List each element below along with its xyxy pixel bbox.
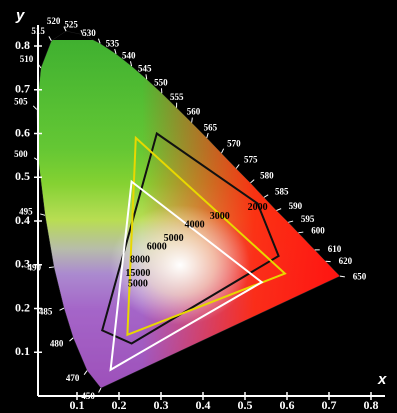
y-tick-label: 0.1 [15, 344, 30, 358]
y-tick-label: 0.7 [15, 82, 30, 96]
x-tick-label: 0.7 [322, 398, 337, 412]
wavelength-label: 470 [66, 373, 80, 383]
color-temperature-label: 5000 [128, 279, 148, 290]
y-tick-label: 0.4 [15, 213, 30, 227]
wavelength-label: 550 [154, 77, 168, 87]
wavelength-tick [33, 106, 36, 110]
y-tick-label: 0.3 [15, 257, 30, 271]
wavelength-label: 565 [204, 122, 218, 132]
wavelength-tick [49, 36, 52, 40]
wavelength-tick [192, 118, 193, 123]
wavelength-label: 600 [311, 225, 325, 235]
wavelength-label: 545 [138, 63, 152, 73]
x-tick-label: 0.6 [280, 398, 295, 412]
color-temperature-label: 6000 [147, 242, 167, 253]
y-tick-label: 0.8 [15, 38, 30, 52]
x-tick-label: 0.4 [196, 398, 211, 412]
wavelength-tick [207, 133, 208, 138]
x-tick-label: 0.5 [238, 398, 253, 412]
wavelength-label: 595 [301, 214, 315, 224]
wavelength-label: 570 [227, 138, 241, 148]
color-temperature-label: 4000 [185, 220, 205, 231]
wavelength-label: 500 [14, 149, 28, 159]
wavelength-tick [221, 149, 223, 153]
y-tick-label: 0.5 [15, 169, 30, 183]
wavelength-label: 620 [339, 256, 353, 266]
wavelength-tick [288, 221, 293, 222]
wavelength-label: 540 [122, 50, 136, 60]
wavelength-label: 505 [14, 96, 28, 106]
wavelength-label: 525 [64, 19, 78, 29]
wavelength-label: 590 [289, 201, 303, 211]
color-temperature-label: 8000 [130, 255, 150, 266]
wavelength-tick [250, 180, 254, 183]
chart: y x 450470480485490495500505510515520525… [0, 0, 397, 413]
wavelength-label: 530 [82, 28, 96, 38]
wavelength-label: 650 [353, 272, 367, 282]
wavelength-label: 535 [106, 38, 120, 48]
wavelength-tick [99, 388, 101, 392]
wavelength-tick [236, 165, 239, 169]
wavelength-tick [264, 195, 268, 198]
y-axis-label: y [15, 7, 25, 24]
color-temperature-label: 2000 [248, 202, 268, 213]
x-tick-label: 0.1 [70, 398, 85, 412]
wavelength-tick [60, 308, 64, 310]
wavelength-tick [40, 214, 45, 215]
y-tick-label: 0.2 [15, 300, 30, 314]
wavelength-label: 510 [20, 54, 34, 64]
wavelength-label: 580 [260, 170, 274, 180]
wavelength-label: 610 [328, 244, 342, 254]
wavelength-tick [340, 276, 345, 277]
wavelength-label: 480 [50, 338, 64, 348]
wavelength-label: 560 [187, 107, 201, 117]
x-tick-label: 0.2 [112, 398, 127, 412]
color-temperature-label: 3000 [210, 211, 230, 222]
wavelength-tick [277, 209, 282, 211]
x-tick-label: 0.8 [364, 398, 379, 412]
wavelength-tick [84, 371, 87, 375]
x-axis-label: x [377, 371, 387, 388]
wavelength-tick [69, 338, 73, 341]
y-tick-label: 0.6 [15, 125, 30, 139]
wavelength-tick [49, 267, 54, 268]
wavelength-label: 585 [275, 186, 289, 196]
color-temperature-label: 15000 [125, 268, 150, 279]
wavelength-label: 555 [170, 92, 184, 102]
x-tick-label: 0.3 [154, 398, 169, 412]
wavelength-label: 520 [47, 16, 61, 26]
wavelength-label: 575 [244, 155, 258, 165]
wavelength-tick [298, 232, 303, 233]
